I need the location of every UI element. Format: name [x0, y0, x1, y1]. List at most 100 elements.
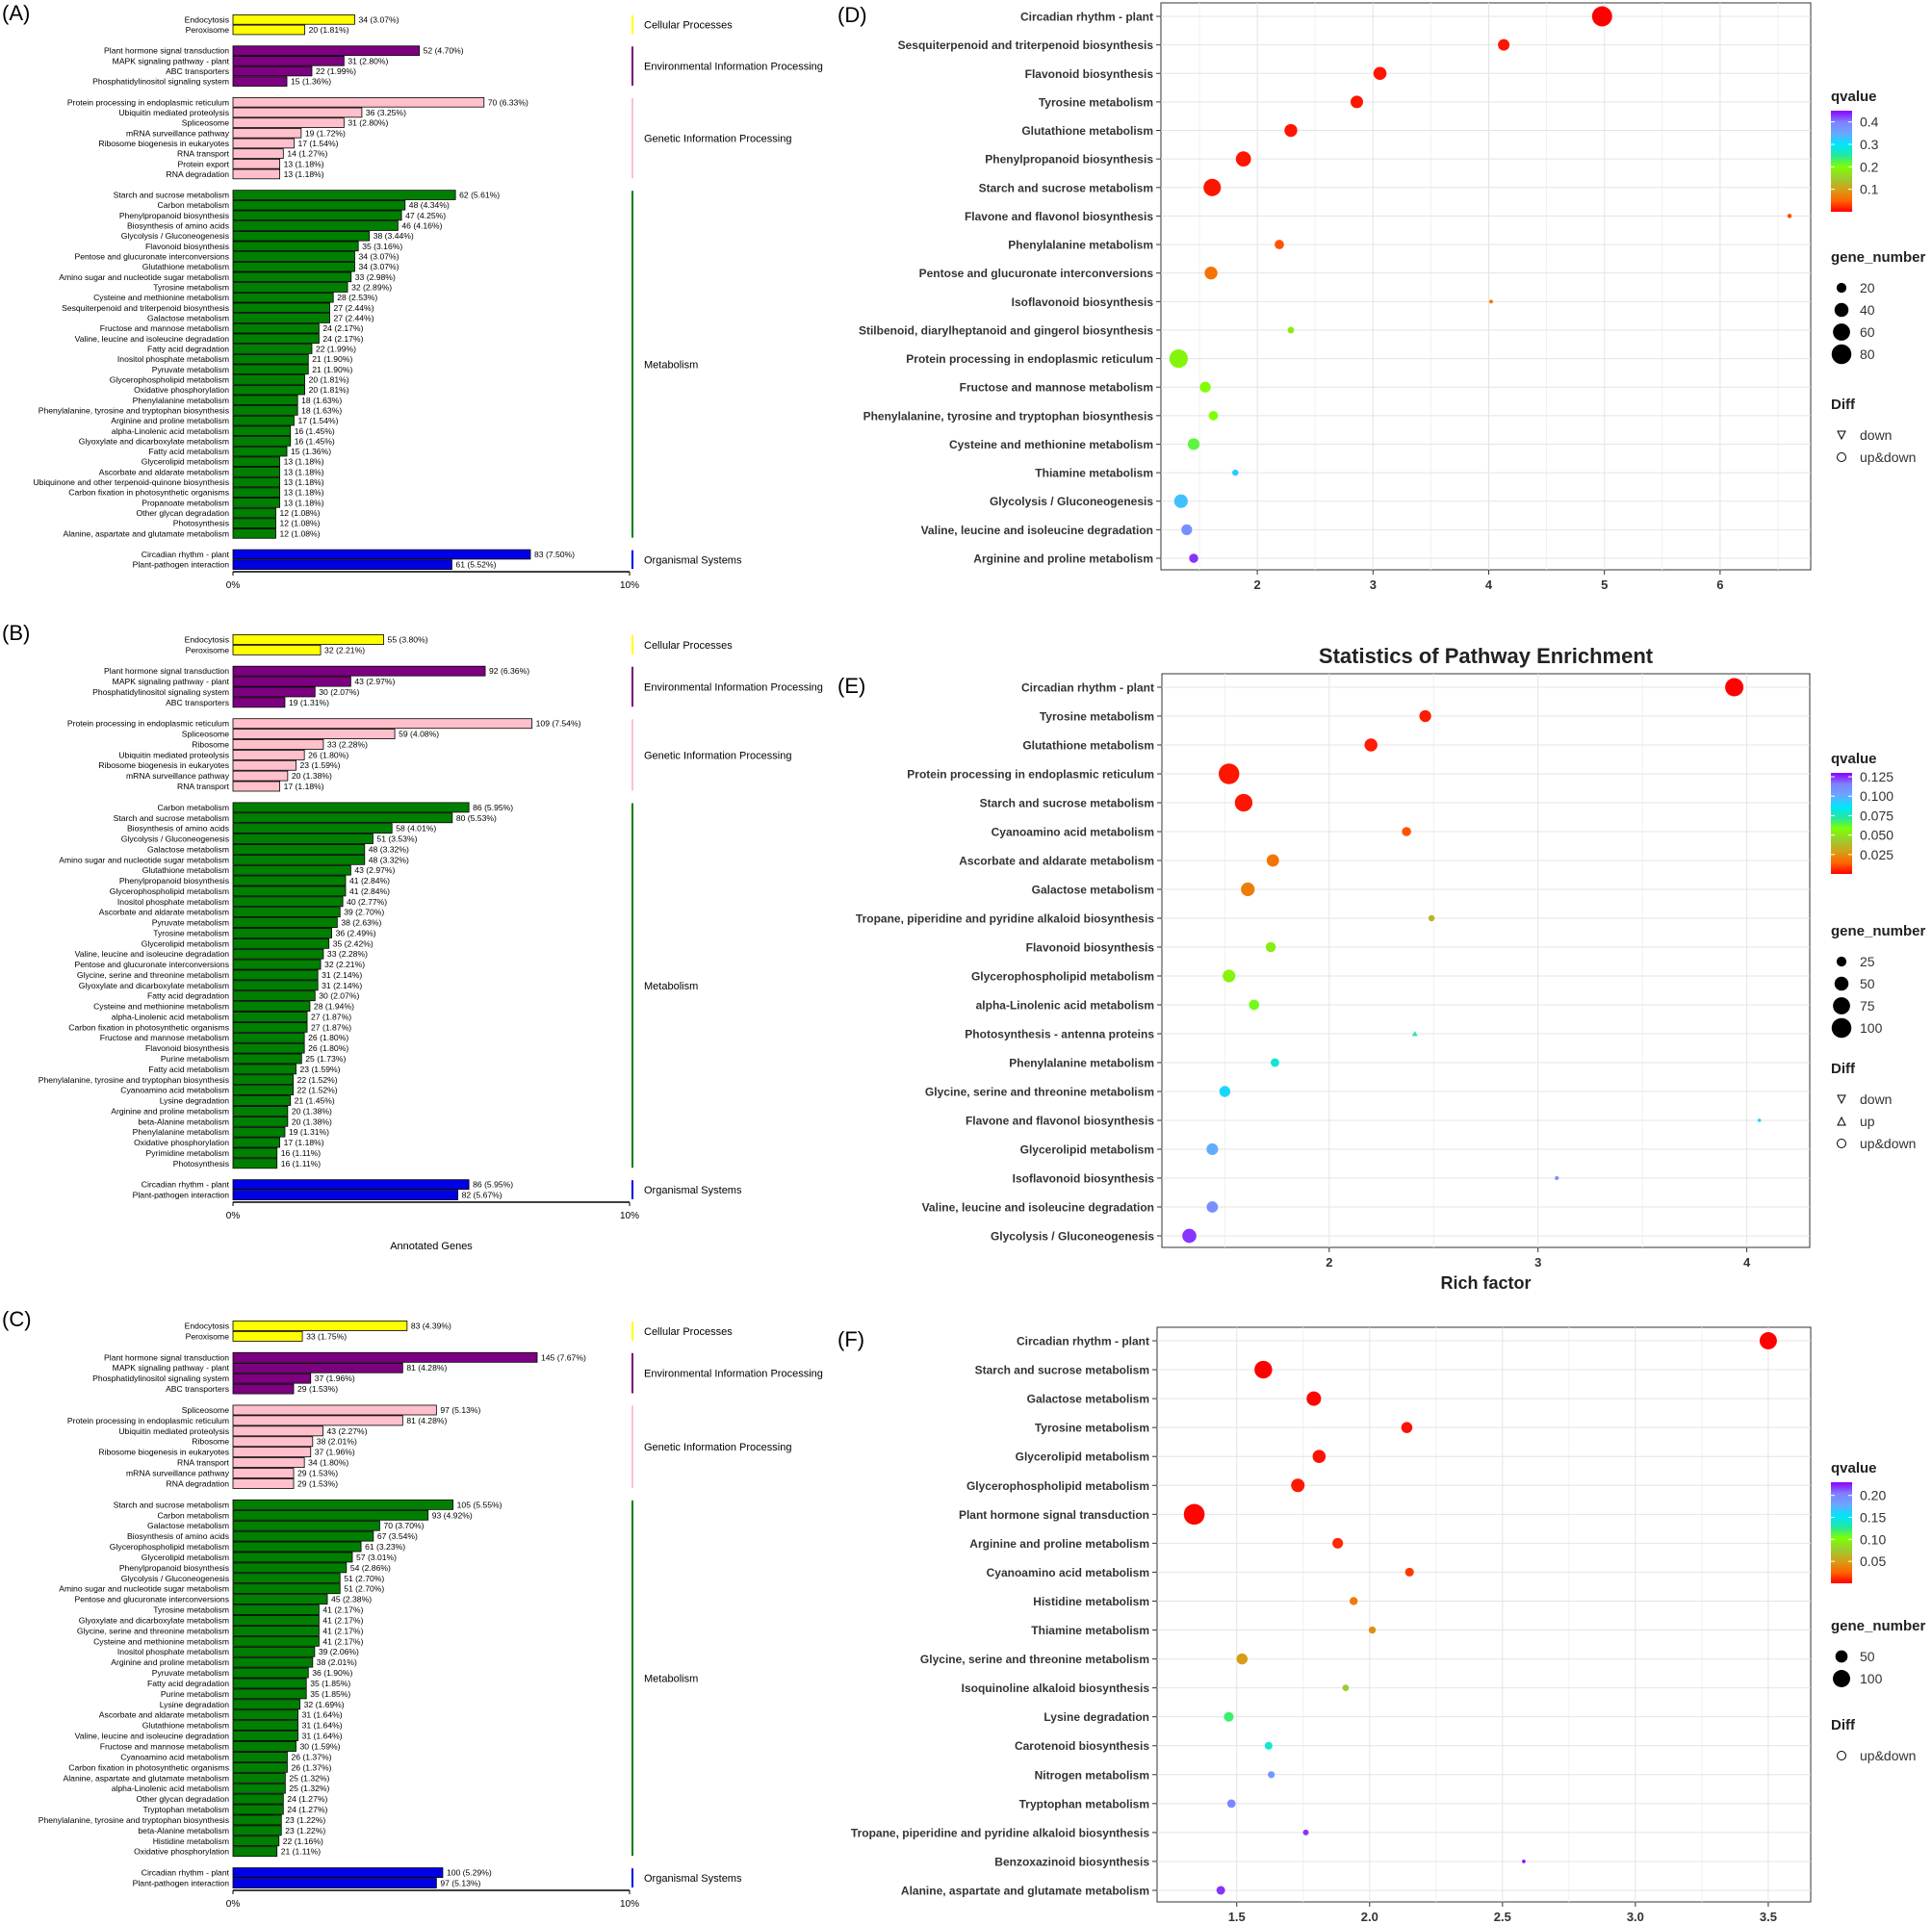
bar — [232, 823, 393, 834]
y-tick-label: Protein processing in endoplasmic reticu… — [906, 352, 1153, 366]
colorbar-label: 0.100 — [1860, 788, 1893, 804]
group-label: Genetic Information Processing — [644, 134, 791, 145]
data-point — [1235, 151, 1251, 167]
diff-legend-label: down — [1860, 1091, 1892, 1107]
bar-category-label: Fatty acid metabolism — [148, 1065, 229, 1074]
plot-area — [1161, 673, 1811, 1248]
bar — [232, 1814, 282, 1826]
bar — [232, 1562, 348, 1574]
x-tick-label: 3 — [1534, 1255, 1541, 1270]
bar — [232, 1699, 301, 1710]
bar — [232, 467, 281, 477]
y-tick-label: Isoflavonoid biosynthesis — [1013, 1172, 1155, 1186]
bar — [232, 1667, 309, 1679]
y-tick-label: Phenylalanine, tyrosine and tryptophan b… — [863, 409, 1154, 423]
bar — [232, 886, 347, 897]
bar-category-label: Galactose metabolism — [147, 313, 229, 322]
x-tick-label: 2.5 — [1494, 1910, 1511, 1924]
y-tick-label: Valine, leucine and isoleucine degradati… — [922, 1201, 1154, 1215]
bar-category-label: Glycolysis / Gluconeogenesis — [121, 1574, 229, 1583]
bubble-panel-d: (D) 2 3 4 5 6 Circadian rhythm - plant Sesquite… — [837, 2, 1926, 592]
bar-value-label: 31 (1.64%) — [302, 1732, 343, 1741]
bar-category-label: Pyruvate metabolism — [152, 365, 229, 374]
bar — [232, 292, 334, 303]
y-tick-label: Arginine and proline metabolism — [969, 1537, 1149, 1551]
x-tick-label: 3.0 — [1627, 1910, 1644, 1924]
bar-category-label: Pyruvate metabolism — [152, 918, 229, 928]
bar-value-label: 22 (1.99%) — [316, 66, 356, 76]
bar — [232, 1468, 295, 1478]
bar-category-label: Glutathione metabolism — [142, 1721, 229, 1731]
data-point — [1204, 266, 1218, 280]
bar-category-label: Glycine, serine and threonine metabolism — [77, 1626, 229, 1635]
legend-title-qvalue: qvalue — [1831, 1460, 1877, 1476]
bar-value-label: 22 (1.52%) — [297, 1086, 338, 1095]
bar-value-label: 20 (1.81%) — [309, 385, 349, 395]
bar-category-label: Photosynthesis — [173, 1159, 229, 1168]
bar-category-label: Tyrosine metabolism — [153, 1605, 229, 1615]
bar-value-label: 59 (4.08%) — [399, 730, 439, 739]
bar — [232, 333, 320, 345]
bar-value-label: 14 (1.27%) — [287, 149, 327, 159]
colorbar-label: 0.20 — [1860, 1488, 1886, 1503]
bar-value-label: 28 (2.53%) — [337, 293, 377, 302]
size-legend-dot — [1836, 956, 1847, 967]
panel-label-e: (E) — [837, 674, 865, 698]
bar-value-label: 38 (2.01%) — [317, 1437, 357, 1447]
bar-category-label: beta-Alanine metabolism — [138, 1826, 229, 1835]
y-tick-label: Histidine metabolism — [1033, 1595, 1149, 1608]
bar — [232, 749, 305, 760]
y-tick-label: Thiamine metabolism — [1031, 1624, 1149, 1637]
bar — [232, 498, 281, 508]
bar — [232, 937, 330, 949]
bar-value-label: 38 (2.01%) — [317, 1657, 357, 1667]
bar — [232, 854, 366, 865]
bar — [232, 1530, 374, 1542]
bar — [232, 425, 292, 437]
bar-category-label: Inositol phosphate metabolism — [117, 897, 229, 907]
bar-category-label: Ascorbate and aldarate metabolism — [99, 1710, 229, 1720]
bar-category-label: Ribosome biogenesis in eukaryotes — [98, 760, 229, 770]
bar — [232, 405, 298, 416]
y-tick-label: Tyrosine metabolism — [1039, 95, 1153, 109]
colorbar-label: 0.10 — [1860, 1531, 1886, 1547]
bar-value-label: 27 (1.87%) — [311, 1022, 351, 1032]
panel-label-a: (A) — [2, 1, 30, 25]
bar-category-label: Ascorbate and aldarate metabolism — [99, 467, 229, 476]
bar-category-label: Valine, leucine and isoleucine degradati… — [75, 334, 230, 344]
bar — [232, 1321, 408, 1331]
bar — [232, 210, 402, 221]
bar — [232, 220, 399, 231]
bar-value-label: 86 (5.95%) — [473, 1180, 513, 1190]
bar — [232, 1373, 312, 1384]
bar-value-label: 37 (1.96%) — [315, 1448, 355, 1457]
bubble-panel-e: (E) Statistics of Pathway Enrichment 2 3 4 Ci… — [837, 644, 1926, 1293]
bubble-panel-f: (F) 1.5 2.0 2.5 3.0 3.5 Circadian rhythm - pla… — [837, 1326, 1926, 1924]
bar-category-label: Amino sugar and nucleotide sugar metabol… — [59, 272, 229, 282]
bar-value-label: 48 (3.32%) — [369, 844, 409, 854]
colorbar-label: 0.15 — [1860, 1510, 1886, 1526]
diff-legend-label: up&down — [1860, 1748, 1916, 1763]
x-tick-label: 2.0 — [1361, 1910, 1378, 1924]
data-point — [1302, 1829, 1309, 1835]
bar-category-label: Galactose metabolism — [147, 844, 229, 854]
bar-value-label: 12 (1.08%) — [279, 528, 320, 538]
bar — [232, 507, 276, 519]
bar-category-label: Carbon fixation in photosynthetic organi… — [68, 1762, 229, 1772]
bar-value-label: 51 (3.53%) — [376, 834, 417, 844]
bar-category-label: Ascorbate and aldarate metabolism — [99, 908, 229, 917]
bar-category-label: Fructose and mannose metabolism — [100, 323, 229, 333]
bar-value-label: 33 (2.98%) — [355, 272, 396, 282]
y-tick-label: Isoflavonoid biosynthesis — [1012, 295, 1154, 309]
bar — [232, 1425, 323, 1437]
data-point — [1266, 854, 1279, 867]
bar-value-label: 20 (1.38%) — [292, 1106, 332, 1116]
bar-category-label: RNA transport — [177, 1458, 230, 1468]
bar-value-label: 29 (1.53%) — [297, 1469, 338, 1478]
bar — [232, 476, 281, 488]
data-point — [1287, 326, 1295, 334]
bar-value-label: 36 (3.25%) — [366, 108, 406, 117]
bar-category-label: Sesquiterpenoid and triterpenoid biosynt… — [62, 303, 229, 313]
group-label: Genetic Information Processing — [644, 750, 791, 761]
bar — [232, 959, 322, 970]
